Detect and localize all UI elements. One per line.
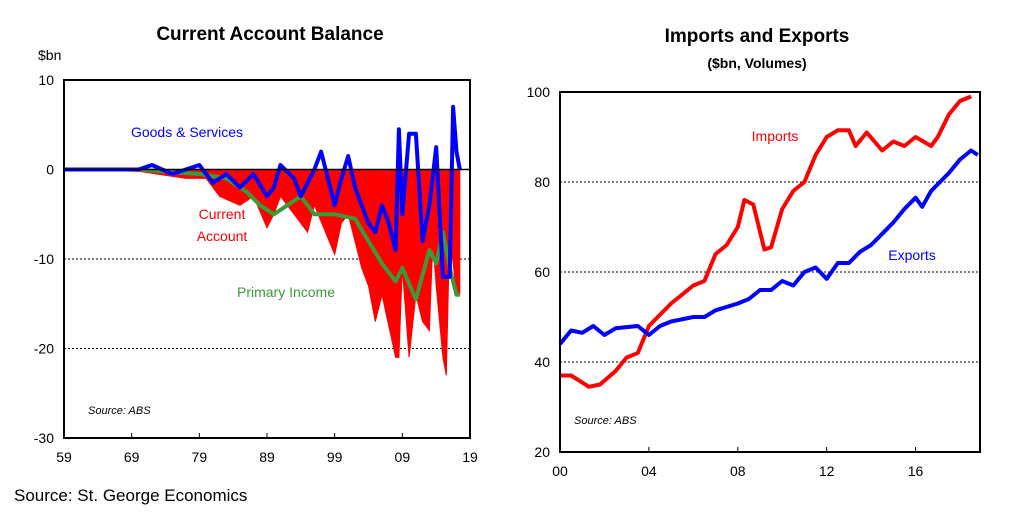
- y-tick-label: 100: [527, 84, 551, 100]
- y-tick-label: 20: [534, 444, 550, 460]
- plot-frame: [559, 91, 981, 453]
- y-tick-label: 10: [38, 72, 54, 88]
- x-tick-label: 12: [819, 463, 835, 479]
- chart-subtitle: ($bn, Volumes): [707, 55, 806, 71]
- chart-title: Current Account Balance: [156, 24, 383, 45]
- annotation-label: Exports: [888, 247, 935, 263]
- annotation-label: Goods & Services: [131, 124, 243, 140]
- y-tick-label: 60: [534, 264, 550, 280]
- x-tick-label: 04: [641, 463, 657, 479]
- x-tick-label: 89: [259, 449, 275, 465]
- x-tick-label: 79: [192, 449, 208, 465]
- footer-source: Source: St. George Economics: [14, 486, 248, 505]
- annotation-label: Account: [197, 228, 248, 244]
- series-line-exports: [558, 148, 979, 346]
- source-note: Source: ABS: [88, 405, 151, 417]
- annotation-label: Current: [199, 206, 246, 222]
- chart-1: Imports and Exports ($bn, Volumes) 100 80 60…: [527, 26, 981, 479]
- x-tick-label: 19: [462, 449, 478, 465]
- x-tick-label: 16: [908, 463, 924, 479]
- annotation-label: Imports: [752, 128, 799, 144]
- x-tick-label: 08: [730, 463, 746, 479]
- x-tick-label: 59: [56, 449, 72, 465]
- y-tick-label: 40: [534, 354, 550, 370]
- y-tick-label: -20: [34, 341, 54, 357]
- series-line-imports: [560, 94, 972, 389]
- x-tick-label: 00: [552, 463, 568, 479]
- x-tick-label: 99: [327, 449, 343, 465]
- source-note: Source: ABS: [574, 415, 637, 427]
- x-tick-label: 69: [124, 449, 140, 465]
- y-tick-label: -30: [34, 430, 54, 446]
- series-line-goods-services: [64, 104, 462, 279]
- chart-0: Current Account Balance $bn 10 0 -10 -20 -3059…: [34, 24, 478, 465]
- y-axis-label: $bn: [38, 47, 61, 63]
- annotation-label: Primary Income: [237, 284, 335, 300]
- y-tick-label: 0: [46, 162, 54, 178]
- chart-title: Imports and Exports: [665, 26, 850, 47]
- x-tick-label: 09: [395, 449, 411, 465]
- y-tick-label: 80: [534, 174, 550, 190]
- y-tick-label: -10: [34, 251, 54, 267]
